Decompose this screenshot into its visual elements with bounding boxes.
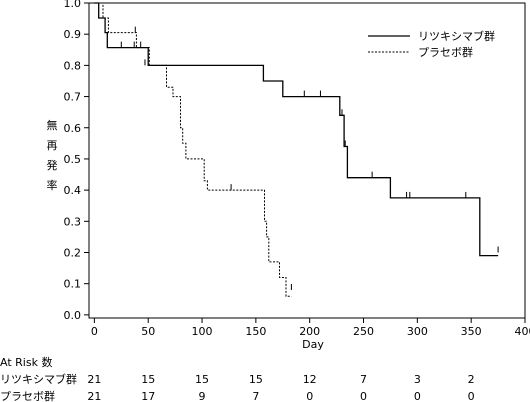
x-axis: 0 50 100 150 200 250 300 350 400 bbox=[91, 318, 530, 338]
y-tick-label: 0.2 bbox=[64, 247, 82, 260]
y-tick-label: 0.1 bbox=[64, 278, 82, 291]
y-axis: 0.0 0.1 0.2 0.3 0.4 0.5 0.6 0.7 0.8 0.9 1.0 bbox=[64, 0, 89, 322]
x-tick-label: 150 bbox=[245, 325, 266, 338]
at-risk-count: 0 bbox=[414, 390, 421, 402]
y-tick-label: 0.8 bbox=[64, 59, 82, 72]
at-risk-count: 2 bbox=[468, 373, 475, 386]
y-tick-label: 0.7 bbox=[64, 91, 82, 104]
legend-label: プラセボ群 bbox=[418, 45, 473, 59]
y-tick-label: 0.5 bbox=[64, 153, 82, 166]
y-axis-label: 無再発率 bbox=[47, 118, 58, 192]
at-risk-count: 17 bbox=[141, 390, 155, 402]
x-tick-label: 400 bbox=[515, 325, 530, 338]
legend-label: リツキシマブ群 bbox=[418, 29, 495, 43]
at-risk-count: 21 bbox=[87, 373, 101, 386]
at-risk-header: At Risk 数 bbox=[0, 356, 52, 369]
y-tick-label: 0.6 bbox=[64, 122, 82, 135]
x-tick-label: 100 bbox=[192, 325, 213, 338]
y-tick-label: 0.4 bbox=[64, 184, 82, 197]
y-tick-label: 0.3 bbox=[64, 215, 82, 228]
at-risk-count: 21 bbox=[87, 390, 101, 402]
x-tick-label: 50 bbox=[141, 325, 155, 338]
at-risk-count: 3 bbox=[414, 373, 421, 386]
at-risk-count: 0 bbox=[306, 390, 313, 402]
at-risk-row-label: プラセボ群 bbox=[0, 389, 55, 402]
at-risk-count: 7 bbox=[360, 373, 367, 386]
x-axis-label: Day bbox=[302, 338, 324, 351]
survival-curve bbox=[94, 2, 499, 257]
series-placebo bbox=[94, 2, 292, 297]
at-risk-count: 9 bbox=[199, 390, 206, 402]
survival-curve bbox=[94, 2, 292, 297]
at-risk-count: 12 bbox=[303, 373, 317, 386]
x-tick-label: 250 bbox=[353, 325, 374, 338]
x-tick-label: 300 bbox=[407, 325, 428, 338]
series-layer bbox=[94, 2, 499, 297]
x-tick-label: 350 bbox=[461, 325, 482, 338]
at-risk-count: 15 bbox=[141, 373, 155, 386]
at-risk-count: 15 bbox=[195, 373, 209, 386]
series-rituximab bbox=[94, 2, 499, 257]
at-risk-count: 0 bbox=[468, 390, 475, 402]
at-risk-count: 7 bbox=[252, 390, 259, 402]
y-tick-label: 0.0 bbox=[64, 309, 82, 322]
x-tick-label: 200 bbox=[299, 325, 320, 338]
at-risk-row-label: リツキシマブ群 bbox=[0, 372, 77, 386]
y-tick-label: 1.0 bbox=[64, 0, 82, 10]
x-tick-label: 0 bbox=[91, 325, 98, 338]
y-tick-label: 0.9 bbox=[64, 28, 82, 41]
plot-frame bbox=[88, 2, 526, 319]
at-risk-count: 0 bbox=[360, 390, 367, 402]
at-risk-count: 15 bbox=[249, 373, 263, 386]
